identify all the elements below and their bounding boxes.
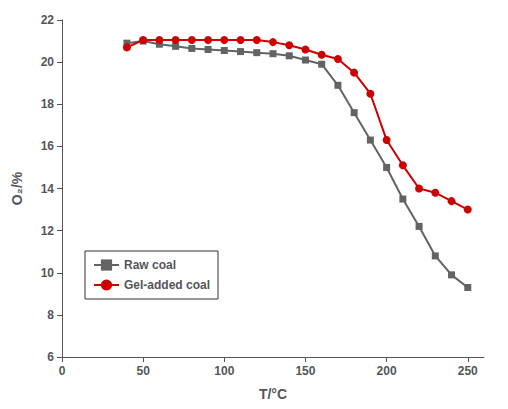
svg-text:250: 250 xyxy=(458,364,478,378)
svg-text:100: 100 xyxy=(214,364,234,378)
svg-text:22: 22 xyxy=(41,13,55,27)
svg-text:O₂/%: O₂/% xyxy=(9,171,25,205)
svg-text:8: 8 xyxy=(47,308,54,322)
svg-text:0: 0 xyxy=(59,364,66,378)
svg-text:T/°C: T/°C xyxy=(259,386,287,402)
svg-text:150: 150 xyxy=(295,364,315,378)
svg-text:20: 20 xyxy=(41,55,55,69)
svg-text:Raw coal: Raw coal xyxy=(124,258,176,272)
svg-text:14: 14 xyxy=(41,182,55,196)
svg-text:16: 16 xyxy=(41,139,55,153)
svg-text:6: 6 xyxy=(47,350,54,364)
svg-text:18: 18 xyxy=(41,97,55,111)
svg-text:Gel-added coal: Gel-added coal xyxy=(124,278,210,292)
svg-text:200: 200 xyxy=(377,364,397,378)
svg-text:10: 10 xyxy=(41,266,55,280)
svg-text:50: 50 xyxy=(136,364,150,378)
svg-text:12: 12 xyxy=(41,224,55,238)
